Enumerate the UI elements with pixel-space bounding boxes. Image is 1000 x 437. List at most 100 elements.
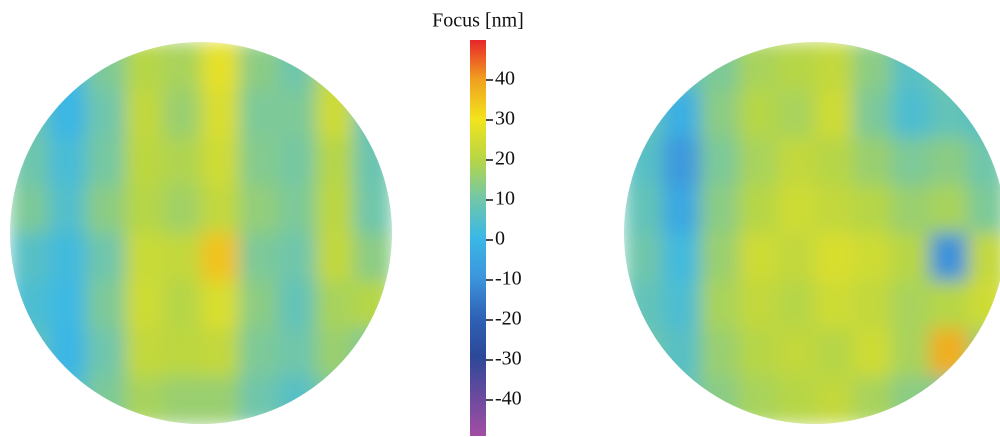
heatmap-cell (277, 233, 317, 282)
heatmap-cell (86, 328, 126, 377)
heatmap-cell (239, 42, 278, 91)
heatmap-cell (10, 376, 49, 424)
heatmap-cell (929, 137, 969, 186)
heatmap-cell (86, 185, 126, 234)
heatmap-cell (239, 89, 278, 138)
heatmap-cell (624, 185, 663, 234)
heatmap-cell (815, 137, 854, 186)
heatmap-cell (662, 137, 701, 186)
heatmap-cell (48, 280, 87, 329)
heatmap-cell (277, 280, 317, 329)
heatmap-cell (967, 42, 1000, 91)
heatmap-cell (891, 376, 931, 424)
heatmap-cell (162, 233, 202, 282)
heatmap-cell (967, 89, 1000, 138)
heatmap-cell (662, 376, 701, 424)
heatmap-cell (853, 376, 892, 424)
heatmap-cell (853, 328, 892, 377)
heatmap-cell (776, 89, 816, 138)
heatmap-cell (815, 376, 854, 424)
heatmap-cell (929, 89, 969, 138)
heatmap-cell (48, 233, 87, 282)
heatmap-cell (700, 328, 740, 377)
heatmap-cell (201, 233, 240, 282)
heatmap-cell (624, 280, 663, 329)
heatmap-cell (624, 376, 663, 424)
heatmap-cell (700, 376, 740, 424)
heatmap-cell (162, 89, 202, 138)
heatmap-cell (853, 280, 892, 329)
heatmap-cell (162, 280, 202, 329)
heatmap-cell (10, 233, 49, 282)
heatmap-cell (738, 185, 778, 234)
heatmap-cell (891, 89, 931, 138)
heatmap-cell (738, 137, 778, 186)
heatmap-cell (277, 376, 317, 424)
heatmap-cell (315, 376, 355, 424)
heatmap-cell (624, 89, 663, 138)
colorbar-label: Focus [nm] (432, 10, 524, 32)
heatmap-cell (315, 137, 355, 186)
heatmap-cell (315, 185, 355, 234)
heatmap-cell (124, 42, 164, 91)
heatmap-cell (353, 376, 392, 424)
colorbar-tick-label: -40 (495, 388, 522, 410)
heatmap-cell (662, 185, 701, 234)
heatmap-cell (239, 185, 278, 234)
wafer-map (624, 42, 1000, 424)
heatmap-cell (891, 233, 931, 282)
heatmap-cell (700, 233, 740, 282)
heatmap-cell (277, 328, 317, 377)
heatmap-cell (315, 89, 355, 138)
heatmap-cell (353, 89, 392, 138)
colorbar-tick-label: 10 (495, 188, 515, 210)
heatmap-cell (10, 328, 49, 377)
heatmap-cell (315, 280, 355, 329)
heatmap-cell (124, 328, 164, 377)
heatmap-cell (967, 376, 1000, 424)
heatmap-cell (124, 89, 164, 138)
heatmap-cell (776, 233, 816, 282)
wafer-map (10, 42, 392, 424)
heatmap-cell (10, 137, 49, 186)
heatmap-cell (201, 89, 240, 138)
heatmap-cell (277, 137, 317, 186)
heatmap-cell (929, 376, 969, 424)
colorbar-tick-label: -20 (495, 308, 522, 330)
heatmap-cell (776, 137, 816, 186)
heatmap-cell (776, 185, 816, 234)
heatmap-cell (48, 328, 87, 377)
heatmap-cell (162, 185, 202, 234)
colorbar-tick-label: 0 (495, 228, 505, 250)
heatmap-cell (315, 328, 355, 377)
heatmap-cell (738, 42, 778, 91)
heatmap-cell (162, 137, 202, 186)
heatmap-cell (891, 42, 931, 91)
heatmap-cell (86, 233, 126, 282)
heatmap-cell (853, 137, 892, 186)
heatmap-cell (239, 328, 278, 377)
heatmap-cell (967, 280, 1000, 329)
heatmap-cell (277, 42, 317, 91)
heatmap-cell (929, 233, 969, 282)
heatmap-cell (815, 233, 854, 282)
heatmap-cell (353, 137, 392, 186)
heatmap-cell (124, 185, 164, 234)
heatmap-cell (124, 233, 164, 282)
heatmap-cell (853, 89, 892, 138)
heatmap-cell (124, 137, 164, 186)
heatmap-cell (624, 233, 663, 282)
heatmap-cell (662, 42, 701, 91)
heatmap-cell (162, 328, 202, 377)
heatmap-cell (700, 137, 740, 186)
heatmap-cell (48, 137, 87, 186)
heatmap-cell (277, 185, 317, 234)
heatmap-cell (891, 137, 931, 186)
heatmap-cell (815, 89, 854, 138)
heatmap-cell (776, 42, 816, 91)
heatmap-cell (929, 185, 969, 234)
heatmap-cell (891, 185, 931, 234)
heatmap-cell (891, 328, 931, 377)
heatmap-cell (353, 233, 392, 282)
heatmap-cell (700, 280, 740, 329)
